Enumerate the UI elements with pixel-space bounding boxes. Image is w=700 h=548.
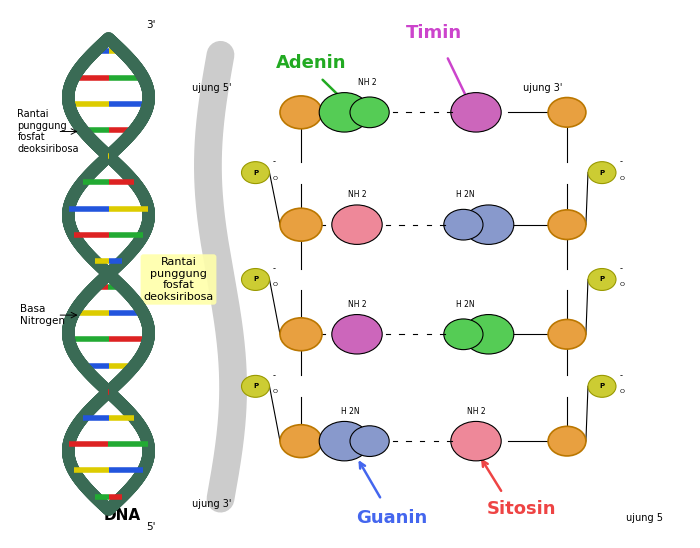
Text: Basa
Nitrogen: Basa Nitrogen <box>20 304 64 326</box>
Text: -: - <box>273 264 276 273</box>
Circle shape <box>444 209 483 240</box>
Text: ujung 5': ujung 5' <box>193 83 232 93</box>
Text: NH 2: NH 2 <box>358 78 377 87</box>
Text: O: O <box>273 282 278 288</box>
Circle shape <box>548 98 586 127</box>
Circle shape <box>451 421 501 461</box>
Text: P: P <box>599 384 605 389</box>
Text: O: O <box>620 282 624 288</box>
Circle shape <box>280 425 322 458</box>
Text: ujung 5: ujung 5 <box>626 513 662 523</box>
Text: 3': 3' <box>146 20 155 30</box>
Text: P: P <box>253 170 258 175</box>
Text: O: O <box>620 175 624 181</box>
Text: NH 2: NH 2 <box>348 300 366 309</box>
Text: O: O <box>273 389 278 395</box>
Text: ujung 3': ujung 3' <box>523 83 562 93</box>
Text: DNA: DNA <box>104 507 141 523</box>
Text: O: O <box>273 175 278 181</box>
Text: Rantai
punggung
fosfat
deoksiribosa: Rantai punggung fosfat deoksiribosa <box>144 257 214 302</box>
Circle shape <box>588 162 616 184</box>
Text: Guanin: Guanin <box>356 509 428 527</box>
Circle shape <box>548 319 586 349</box>
Text: Adenin: Adenin <box>276 54 346 72</box>
Circle shape <box>463 205 514 244</box>
Text: -: - <box>620 264 622 273</box>
Circle shape <box>548 210 586 239</box>
Text: P: P <box>253 384 258 389</box>
Text: -: - <box>273 371 276 380</box>
Circle shape <box>444 319 483 350</box>
Circle shape <box>241 269 270 290</box>
Text: P: P <box>253 277 258 282</box>
Text: -: - <box>620 371 622 380</box>
Circle shape <box>588 269 616 290</box>
Text: H 2N: H 2N <box>341 407 359 416</box>
Circle shape <box>548 426 586 456</box>
Circle shape <box>280 318 322 351</box>
Circle shape <box>319 93 370 132</box>
Text: Rantai
punggung
fosfat
deoksiribosa: Rantai punggung fosfat deoksiribosa <box>18 109 79 154</box>
Circle shape <box>451 93 501 132</box>
Circle shape <box>463 315 514 354</box>
Text: P: P <box>599 277 605 282</box>
Circle shape <box>241 162 270 184</box>
Circle shape <box>319 421 370 461</box>
Text: -: - <box>620 157 622 166</box>
Circle shape <box>350 426 389 456</box>
Text: 5': 5' <box>146 522 155 532</box>
Circle shape <box>332 315 382 354</box>
Text: Sitosin: Sitosin <box>486 500 556 517</box>
Text: NH 2: NH 2 <box>348 191 366 199</box>
Circle shape <box>332 205 382 244</box>
Circle shape <box>588 375 616 397</box>
Text: NH 2: NH 2 <box>467 407 485 416</box>
Text: P: P <box>599 170 605 175</box>
Circle shape <box>280 96 322 129</box>
Text: -: - <box>273 157 276 166</box>
Text: H 2N: H 2N <box>456 300 475 309</box>
Circle shape <box>280 208 322 241</box>
Text: O: O <box>620 389 624 395</box>
Text: Timin: Timin <box>406 24 462 42</box>
Circle shape <box>350 97 389 128</box>
Text: ujung 3': ujung 3' <box>193 499 232 509</box>
Text: H 2N: H 2N <box>456 191 475 199</box>
Circle shape <box>241 375 270 397</box>
